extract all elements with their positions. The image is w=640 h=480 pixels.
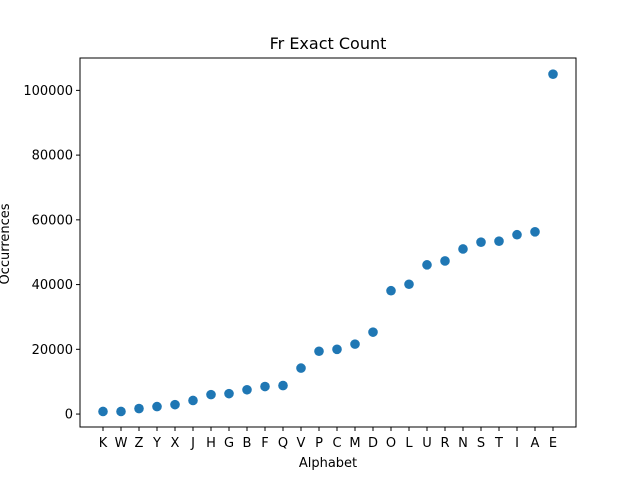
x-tick-label: K — [99, 436, 108, 451]
y-tick-label: 0 — [65, 408, 73, 423]
data-point-L — [404, 279, 414, 290]
x-tick-label: S — [477, 436, 485, 451]
data-point-X — [170, 399, 180, 410]
x-tick-label: L — [405, 436, 413, 451]
x-tick-label: D — [368, 436, 378, 451]
data-point-R — [440, 256, 450, 266]
data-point-C — [332, 344, 342, 355]
x-tick-label: B — [243, 436, 252, 451]
x-axis-label: Alphabet — [299, 456, 357, 471]
x-tick-label: Z — [135, 436, 144, 451]
x-tick-label: R — [440, 436, 449, 451]
data-point-G — [224, 388, 234, 399]
x-tick-label: P — [315, 436, 323, 451]
data-points — [98, 69, 558, 417]
x-tick-label: M — [349, 436, 360, 451]
data-point-Z — [134, 403, 144, 414]
data-point-K — [98, 406, 108, 417]
data-point-O — [386, 285, 396, 296]
x-tick-label: O — [386, 436, 396, 451]
y-tick-label: 20000 — [32, 343, 73, 358]
x-tick-label: G — [224, 436, 234, 451]
data-point-Q — [278, 380, 288, 391]
chart-title: Fr Exact Count — [270, 34, 387, 53]
data-point-U — [422, 260, 432, 270]
y-tick-label: 100000 — [23, 84, 73, 99]
x-tick-label: T — [494, 436, 503, 451]
y-tick-label: 60000 — [32, 213, 73, 228]
x-tick-label: I — [515, 436, 519, 451]
x-tick-label: Y — [152, 436, 161, 451]
x-tick-label: N — [458, 436, 468, 451]
x-tick-label: F — [261, 436, 268, 451]
data-point-S — [476, 237, 486, 247]
data-point-B — [242, 384, 252, 395]
x-tick-label: X — [171, 436, 180, 451]
data-point-N — [458, 244, 468, 254]
x-tick-label: E — [549, 436, 557, 451]
y-axis-ticks: 0 20000 40000 60000 80000 100000 — [23, 84, 80, 423]
data-point-V — [296, 363, 306, 373]
axes-frame — [79, 57, 577, 428]
x-tick-label: V — [297, 436, 306, 451]
x-tick-label: W — [115, 436, 128, 451]
data-point-E — [548, 69, 558, 79]
data-point-F — [260, 381, 270, 392]
data-point-P — [314, 346, 324, 357]
y-axis-label: Occurrences — [0, 203, 13, 284]
x-tick-label: A — [531, 436, 540, 451]
data-point-H — [206, 389, 216, 400]
data-point-D — [368, 327, 378, 337]
data-point-A — [530, 227, 540, 237]
data-point-I — [512, 229, 522, 240]
x-tick-label: J — [190, 436, 195, 451]
x-tick-label: H — [206, 436, 216, 451]
y-tick-label: 40000 — [32, 278, 73, 293]
data-point-W — [116, 406, 126, 417]
data-point-Y — [152, 401, 162, 412]
data-point-T — [494, 236, 504, 247]
data-point-M — [350, 339, 360, 349]
x-tick-label: Q — [278, 436, 288, 451]
x-tick-label: C — [332, 436, 341, 451]
y-tick-label: 80000 — [32, 149, 73, 164]
data-point-J — [188, 395, 198, 406]
x-tick-label: U — [422, 436, 432, 451]
